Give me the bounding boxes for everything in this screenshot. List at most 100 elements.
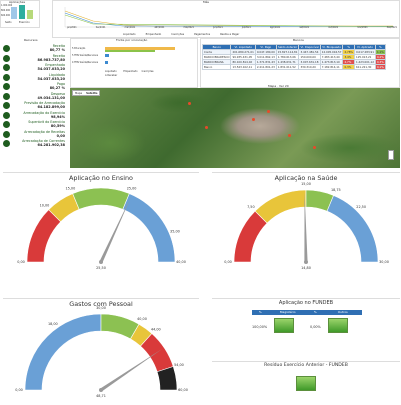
table-cell: 15.827.114,81: [275, 49, 300, 55]
map-pin-icon[interactable]: [205, 126, 208, 129]
gauge-tick-label: 0,00: [17, 260, 25, 264]
map-pin-icon[interactable]: [252, 118, 255, 121]
kpi-card: Superávit do Exercício 80,59%: [2, 120, 66, 130]
column-header[interactable]: Vl. Liquidado: [230, 44, 256, 50]
zoom-control[interactable]: [388, 150, 394, 160]
table-cell: 7.483.413,40: [319, 54, 344, 60]
kpi-card: Arrecadação de Receitas 0,00: [2, 130, 66, 140]
gauge-saude: 0,00 7,50 15,00 18,75 22,50 30,00 14,80: [224, 182, 389, 270]
mes-tick: out/2021: [328, 26, 339, 29]
gauge-ensino: 0,00 10,00 15,00 25,00 35,00 40,00 25,50: [17, 186, 186, 270]
fundeb-col-pct: %: [258, 310, 262, 314]
kpi-card: Arrecadação do Exercício 98,94%: [2, 111, 66, 121]
gauge-tick-label: 60,00: [178, 388, 188, 392]
aplicacoes-tick-0: 1.000.000: [1, 4, 13, 7]
kpi-card: Previsão de Arrecadação 64.182.899,00: [2, 101, 66, 111]
mes-chart-title: Mês: [203, 0, 209, 4]
kpi-value: 80,27 %: [49, 86, 65, 90]
flag-icon: [274, 318, 294, 333]
aplicacoes-legend-1: Exercício: [19, 21, 30, 24]
gauge-tick-label: 44,00: [151, 327, 161, 331]
mes-legend-item[interactable]: Empenhado: [145, 33, 162, 36]
fonte-label: 4 FMS Saúde/Recursos: [72, 61, 99, 64]
table-cell: 99.935.431,05: [230, 54, 256, 60]
gauge-tick-label: 15,00: [66, 186, 76, 190]
column-header[interactable]: Vl. Aplicado: [353, 44, 376, 50]
map-tab-mapa[interactable]: Mapa: [75, 91, 83, 95]
gauge-tick-label: 40,00: [176, 260, 186, 264]
kpi-value: 98,94%: [50, 114, 65, 119]
kpi-value: 0,00: [56, 133, 65, 138]
table-row[interactable]: Conta 201.680.271,01 9.047.180,00 15.827.11…: [201, 49, 386, 55]
map-pin-icon[interactable]: [267, 110, 270, 113]
table-cell: 1.473.813,10: [319, 59, 344, 65]
kpi-card: Arrecadação de Correntes 64.281.902,38: [2, 139, 66, 149]
kpi-card: Pago 80,27 %: [2, 82, 66, 92]
table-row[interactable]: Banco 13.543.102,11 2.411.801,23 1.831.011,…: [201, 64, 386, 70]
gauge-tick-label: 30,00: [96, 306, 106, 310]
map-pin-icon[interactable]: [313, 146, 316, 149]
aplicacoes-tick-1: 800.000: [1, 9, 11, 12]
column-header[interactable]: Vl. Bloqueado: [319, 44, 344, 50]
gauge-band: [26, 209, 62, 263]
kpi-value: 86.983.737,80: [37, 57, 65, 62]
fundeb-value-magisterio: 100,00%: [252, 325, 268, 329]
map-tab-satelite[interactable]: Satélite: [86, 91, 98, 95]
gauge-title-saude: Aplicação na Saúde: [212, 172, 400, 182]
kpi-label: Previsão de Arrecadação: [24, 101, 65, 105]
table-cell: 0,1%: [374, 64, 386, 70]
map-pin-icon[interactable]: [188, 102, 191, 105]
aplicacoes-bar-2: [19, 5, 25, 19]
gauge-tick-label: 10,00: [40, 204, 50, 208]
table-cell: 80.100.814,02: [230, 59, 256, 65]
fonte-legend-item[interactable]: Liquidado: [105, 70, 117, 73]
table-row[interactable]: BANCO BRADESCO 99.935.431,05 3.011.862,13 1…: [201, 54, 386, 60]
fundeb-table: % Magistério % Outros 100,00% 0,00%: [252, 310, 362, 340]
kpi-card: Despesa 49.034.131,00: [2, 92, 66, 102]
mes-legend-item[interactable]: Inscrições: [171, 33, 185, 36]
mes-tick: abr/2021: [154, 26, 165, 29]
bank-table-panel: Bancos Banco Vl. Liquidado Vl. Pago Sald…: [200, 38, 400, 88]
gauge-tick-label: 0,00: [224, 260, 232, 264]
kpi-value: 64.281.902,38: [37, 143, 65, 147]
gauge-title-ensino: Aplicação no Ensino: [3, 172, 199, 182]
status-dot-icon: [3, 140, 10, 147]
kpi-label: Arrecadação do Exercício: [23, 110, 65, 115]
table-cell: 1.831.011,52: [275, 64, 300, 70]
mes-series-pago: [64, 14, 394, 27]
fonte-legend: Liquidado Empenhado Inscrições A Receber: [105, 70, 156, 78]
map-pin-icon[interactable]: [288, 134, 291, 137]
satellite-map[interactable]: Mapa Satélite: [70, 88, 400, 168]
mes-chart: Mês jan/2021 fev/2021 mar/2021 abr/2021 …: [52, 0, 400, 38]
kpi-value: 54.037.033,20: [37, 76, 65, 81]
fonte-legend-item[interactable]: A Receber: [105, 73, 118, 77]
gauge-band: [72, 187, 130, 210]
gauge-title-pessoal: Gastos com Pessoal: [3, 298, 199, 308]
mes-legend-item[interactable]: Pagamentos: [194, 33, 211, 36]
mes-legend-item[interactable]: Liquidado: [123, 33, 136, 36]
table-cell: Banco: [201, 64, 232, 70]
mes-tick: jul/2021: [241, 26, 251, 29]
column-header[interactable]: Vl. Disponível: [298, 44, 321, 50]
gauge-hub: [99, 260, 103, 264]
fundeb-col-pct2: %: [313, 310, 317, 314]
fonte-legend-item[interactable]: Empenhado: [123, 70, 138, 73]
column-header[interactable]: Saldo Anterior: [275, 44, 300, 50]
fonte-legend-item[interactable]: Inscrições: [141, 70, 154, 73]
gauge-value-label: 48,71: [96, 394, 106, 398]
table-cell: BANCO BRADESCO: [201, 54, 232, 60]
gauge-tick-label: 54,00: [174, 363, 184, 367]
bank-table: Banco Vl. Liquidado Vl. Pago Saldo Anter…: [201, 44, 386, 70]
kpi-label: Receita: [52, 44, 65, 48]
kpi-card: Receita 86.983.737,80: [2, 54, 66, 64]
mes-legend-item[interactable]: Restos a Pagar: [220, 33, 240, 36]
table-cell: 1.371.831,43: [254, 59, 277, 65]
gauge-tick-label: 35,00: [170, 230, 180, 234]
table-cell: 7.182.814,11: [319, 64, 344, 70]
table-cell: 13.543.102,11: [230, 64, 256, 70]
status-dot-icon: [3, 111, 10, 119]
mes-tick: mar/2021: [124, 26, 136, 29]
mes-tick: fev/2021: [95, 26, 106, 29]
mes-tick: mai/2021: [183, 26, 194, 29]
fonte-label: 5 Educação: [72, 47, 86, 50]
